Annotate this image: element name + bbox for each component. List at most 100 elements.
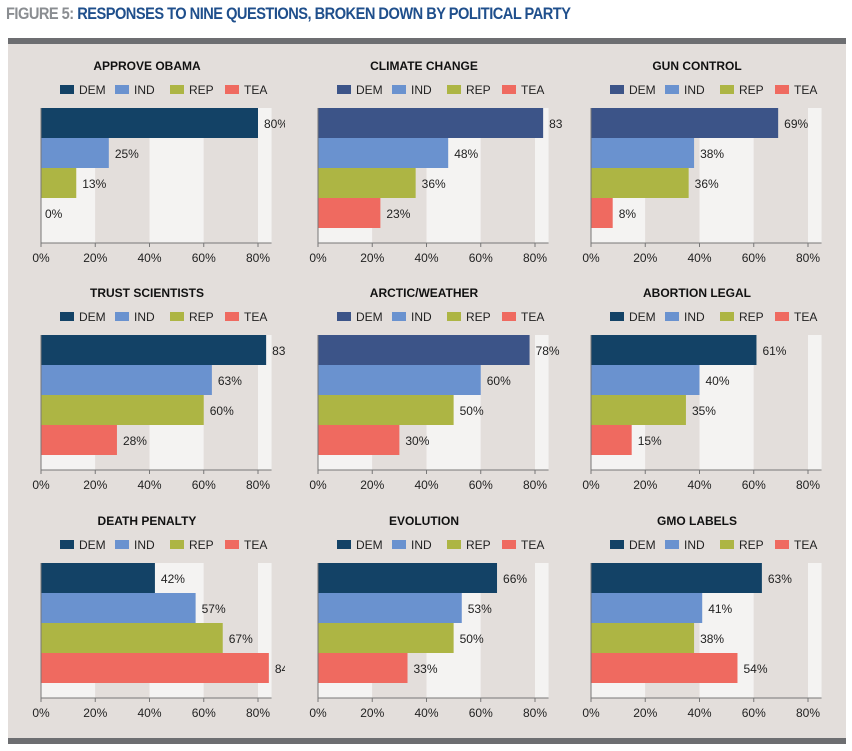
legend-swatch-rep [720,312,734,321]
legend-label-ind: IND [684,83,705,97]
data-label-tea: 28% [123,434,147,448]
legend-swatch-rep [447,540,461,549]
grid-band [808,335,822,470]
chart-abortion-legal: ABORTION LEGAL DEM IND REP TEA 61% 40% 35% 15% 0%… [582,286,822,492]
data-label-ind: 63% [218,374,242,388]
legend-label-tea: TEA [794,538,817,552]
grid-band [535,335,549,470]
chart-approve-obama: APPROVE OBAMA DEM IND REP TEA 80% 25% 13% 0% 0% 20… [32,59,285,265]
data-label-rep: 13% [82,177,106,191]
x-tick-label: 0% [309,706,327,720]
x-tick-label: 20% [360,251,384,265]
legend-swatch-rep [447,85,461,94]
x-tick-label: 40% [414,251,438,265]
legend-label-tea: TEA [794,83,817,97]
bar-ind [318,138,449,168]
legend-label-rep: REP [466,310,491,324]
bar-tea [591,425,632,455]
legend-label-dem: DEM [79,310,106,324]
bar-rep [318,168,416,198]
legend-label-rep: REP [189,83,214,97]
data-label-rep: 36% [695,177,719,191]
legend-swatch-tea [502,540,516,549]
legend-swatch-ind [115,312,129,321]
legend-swatch-ind [665,85,679,94]
bar-rep [318,623,454,653]
x-tick-label: 60% [742,478,766,492]
legend-swatch-rep [170,312,184,321]
x-tick-label: 20% [633,706,657,720]
legend-label-dem: DEM [79,538,106,552]
x-tick-label: 40% [137,251,161,265]
data-label-rep: 38% [700,632,724,646]
data-label-ind: 38% [700,147,724,161]
chart-title: GMO LABELS [657,514,737,528]
x-tick-label: 40% [414,478,438,492]
legend-swatch-ind [115,85,129,94]
legend-label-tea: TEA [244,310,267,324]
x-tick-label: 20% [83,251,107,265]
legend-label-ind: IND [684,310,705,324]
bar-rep [41,395,204,425]
x-tick-label: 0% [32,251,50,265]
bar-dem [591,563,762,593]
data-label-rep: 35% [692,404,716,418]
x-tick-label: 20% [83,478,107,492]
bar-ind [591,138,695,168]
x-tick-label: 20% [633,251,657,265]
chart-title: GUN CONTROL [652,59,741,73]
bar-tea [591,653,738,683]
legend-label-dem: DEM [356,310,383,324]
legend-label-dem: DEM [629,83,656,97]
grid-band [258,108,272,243]
bar-rep [41,168,77,198]
x-tick-label: 80% [523,478,547,492]
legend-label-rep: REP [466,538,491,552]
data-label-dem: 63% [768,572,792,586]
x-tick-label: 0% [32,478,50,492]
legend-label-dem: DEM [79,83,106,97]
chart-arctic-weather: ARCTIC/WEATHER DEM IND REP TEA 78% 60% 50% 30% 0%… [309,286,560,492]
data-label-rep: 36% [422,177,446,191]
legend-label-tea: TEA [244,538,267,552]
chart-title: ABORTION LEGAL [643,286,751,300]
legend-swatch-tea [225,312,239,321]
data-label-dem: 61% [762,344,786,358]
x-tick-label: 60% [469,251,493,265]
legend-swatch-rep [170,540,184,549]
figure-title: FIGURE 5: RESPONSES TO NINE QUESTIONS, B… [6,4,571,24]
grid-band [535,108,549,243]
x-tick-label: 80% [246,251,270,265]
data-label-ind: 48% [454,147,478,161]
data-label-dem: 80% [264,117,285,131]
chart-title: DEATH PENALTY [98,514,197,528]
legend-swatch-ind [665,312,679,321]
x-tick-label: 80% [246,478,270,492]
data-label-tea: 8% [619,207,637,221]
legend-swatch-rep [447,312,461,321]
legend-label-ind: IND [134,310,155,324]
x-tick-label: 60% [469,706,493,720]
legend-swatch-dem [60,312,74,321]
legend-label-rep: REP [466,83,491,97]
bar-ind [591,593,703,623]
x-tick-label: 60% [742,251,766,265]
data-label-ind: 41% [708,602,732,616]
x-tick-label: 0% [309,251,327,265]
data-label-ind: 60% [487,374,511,388]
legend-label-tea: TEA [521,310,544,324]
legend-swatch-dem [610,85,624,94]
x-tick-label: 0% [582,251,600,265]
legend-label-rep: REP [189,310,214,324]
chart-title: ARCTIC/WEATHER [370,286,479,300]
chart-evolution: EVOLUTION DEM IND REP TEA 66% 53% 50% 33% 0% 20% 40… [309,514,549,720]
figure-label: FIGURE 5: [6,4,74,23]
data-label-ind: 40% [706,374,730,388]
data-label-rep: 60% [210,404,234,418]
legend-swatch-dem [60,540,74,549]
data-label-tea: 84% [275,662,285,676]
bar-dem [41,563,155,593]
x-tick-label: 60% [469,478,493,492]
grid-band [753,563,808,698]
